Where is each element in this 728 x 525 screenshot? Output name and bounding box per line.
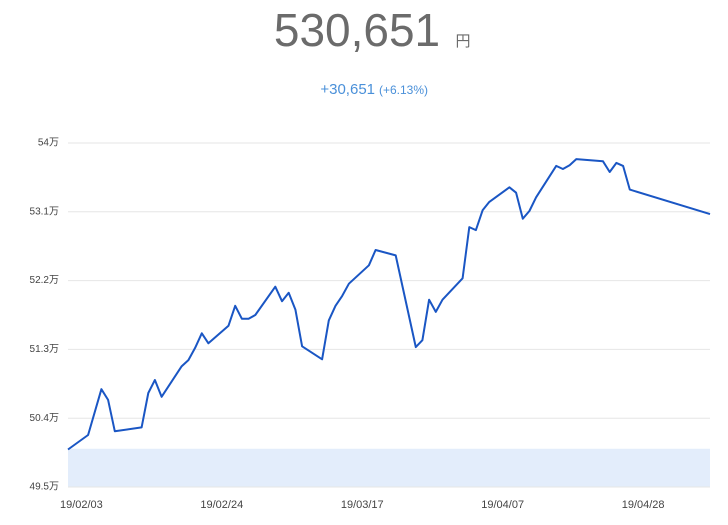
- change-percent: (+6.13%): [379, 83, 428, 97]
- y-tick-label: 49.5万: [30, 482, 59, 493]
- line: [67, 158, 711, 451]
- y-tick-label: 52.2万: [30, 275, 59, 286]
- y-tick-label: 54万: [38, 138, 59, 149]
- y-tick-label: 53.1万: [30, 206, 59, 217]
- principal-band: [68, 448, 710, 487]
- total-value: 530,651: [274, 4, 440, 56]
- y-tick-label: 51.3万: [30, 344, 59, 355]
- x-tick-label: 19/02/03: [60, 499, 103, 511]
- x-tick-label: 19/02/24: [200, 499, 243, 511]
- currency-unit: 円: [455, 33, 470, 50]
- x-tick-label: 19/03/17: [341, 499, 384, 511]
- y-tick-label: 50.4万: [30, 413, 59, 424]
- x-tick-label: 19/04/07: [481, 499, 524, 511]
- change: +30,651: [320, 81, 375, 98]
- x-tick-label: 19/04/28: [622, 499, 665, 511]
